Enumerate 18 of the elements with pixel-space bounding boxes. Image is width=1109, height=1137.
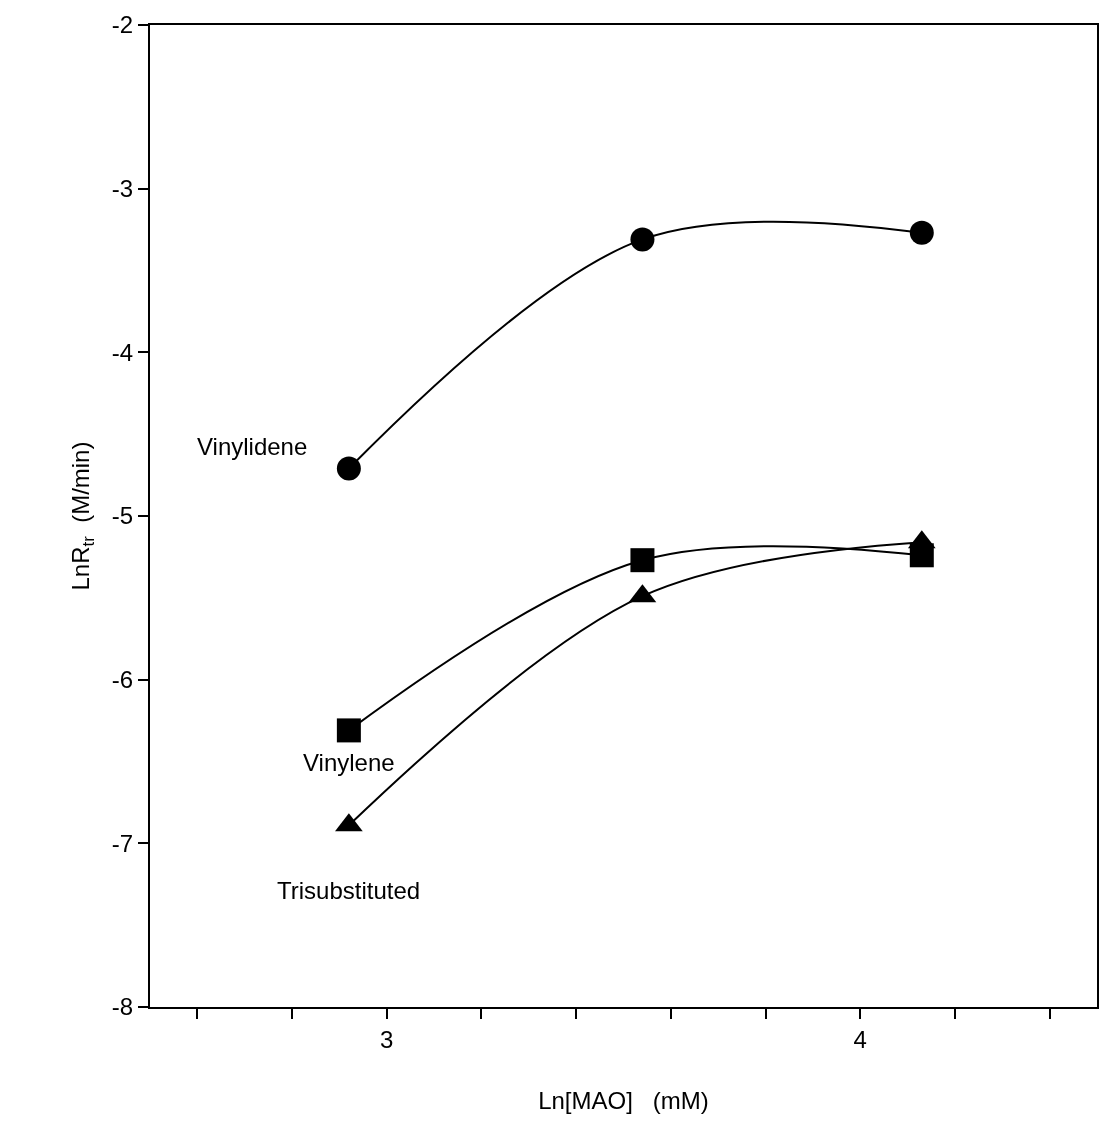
series-label: Vinylene (303, 749, 395, 776)
y-tick-label: -6 (111, 666, 134, 694)
point (336, 718, 361, 743)
text: Trisubstituted (277, 877, 421, 904)
x-tick-label: 3 (380, 1025, 394, 1053)
point (909, 220, 934, 245)
point (336, 456, 361, 481)
x-axis-title: Ln[MAO] (mM) (538, 1086, 709, 1114)
point (630, 227, 655, 252)
x-tick-label: 4 (853, 1025, 867, 1053)
y-tick-label: -2 (111, 11, 134, 39)
y-tick-label: -8 (111, 993, 134, 1021)
y-tick-label: -3 (111, 175, 134, 203)
y-tick-label: -7 (111, 829, 134, 857)
series-label: Vinylidene (197, 433, 308, 460)
y-tick-label: -4 (111, 338, 134, 366)
point (630, 548, 655, 573)
y-tick-label: -5 (111, 502, 134, 530)
